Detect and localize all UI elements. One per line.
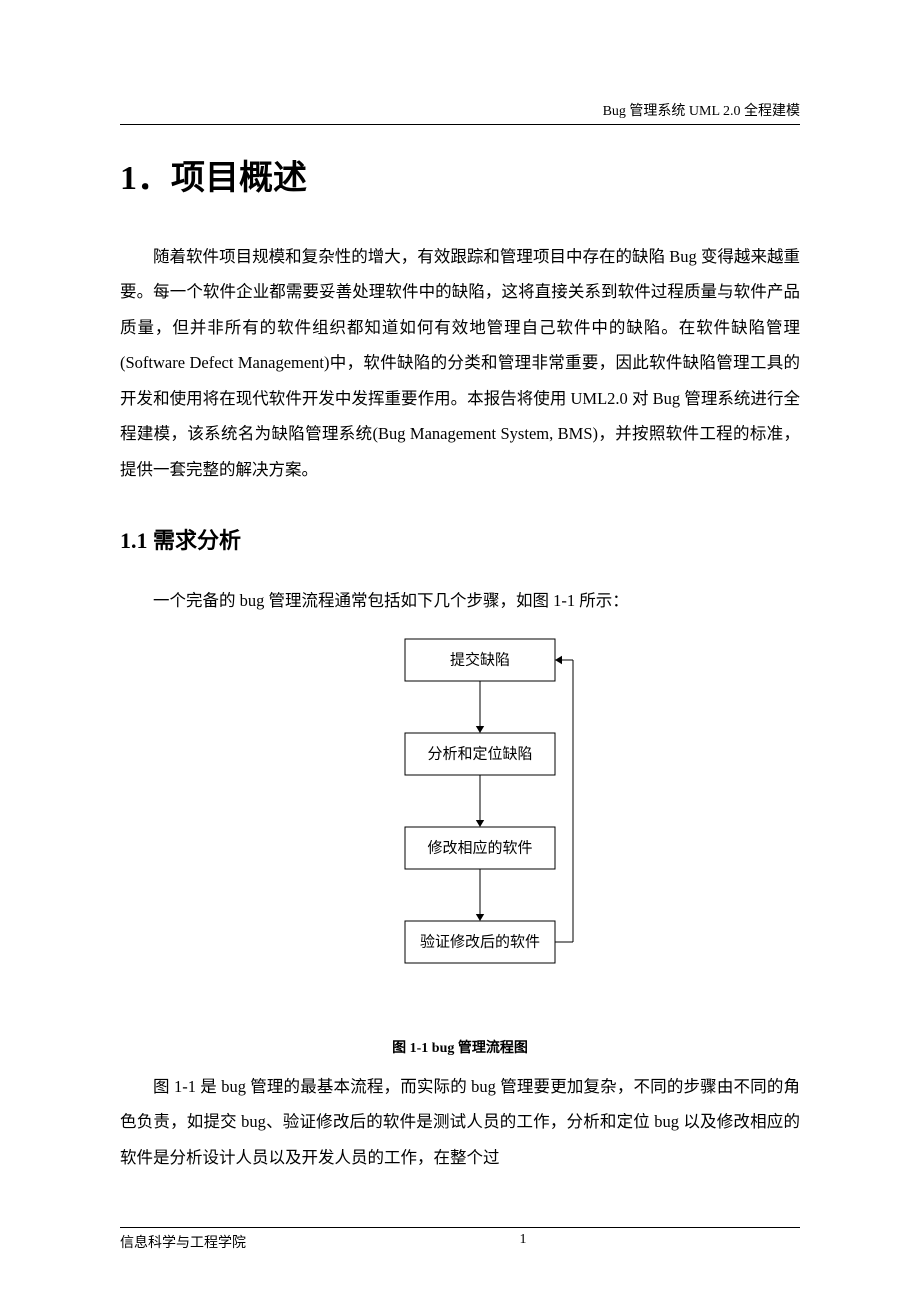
section-1-1-lead: 一个完备的 bug 管理流程通常包括如下几个步骤，如图 1-1 所示： (120, 583, 800, 618)
svg-text:修改相应的软件: 修改相应的软件 (427, 838, 532, 856)
section-1-1-followup: 图 1-1 是 bug 管理的最基本流程，而实际的 bug 管理要更加复杂，不同… (120, 1069, 800, 1175)
header-text: Bug 管理系统 UML 2.0 全程建模 (603, 104, 800, 119)
flowchart-container: 提交缺陷分析和定位缺陷修改相应的软件验证修改后的软件 (120, 629, 800, 1029)
page-footer: 信息科学与工程学院 1 (120, 1227, 800, 1252)
svg-text:提交缺陷: 提交缺陷 (450, 650, 510, 668)
page-number: 1 (246, 1232, 800, 1252)
chapter-title: 1．项目概述 (120, 150, 800, 199)
flowchart: 提交缺陷分析和定位缺陷修改相应的软件验证修改后的软件 (330, 629, 590, 1029)
svg-text:验证修改后的软件: 验证修改后的软件 (420, 933, 540, 950)
page: Bug 管理系统 UML 2.0 全程建模 1．项目概述 随着软件项目规模和复杂… (0, 0, 920, 1302)
figure-caption: 图 1-1 bug 管理流程图 (120, 1037, 800, 1057)
svg-text:分析和定位缺陷: 分析和定位缺陷 (427, 745, 532, 762)
section-1-1-title: 1.1 需求分析 (120, 523, 800, 555)
page-header: Bug 管理系统 UML 2.0 全程建模 (120, 100, 800, 125)
footer-left: 信息科学与工程学院 (120, 1232, 246, 1252)
intro-paragraph: 随着软件项目规模和复杂性的增大，有效跟踪和管理项目中存在的缺陷 Bug 变得越来… (120, 239, 800, 487)
